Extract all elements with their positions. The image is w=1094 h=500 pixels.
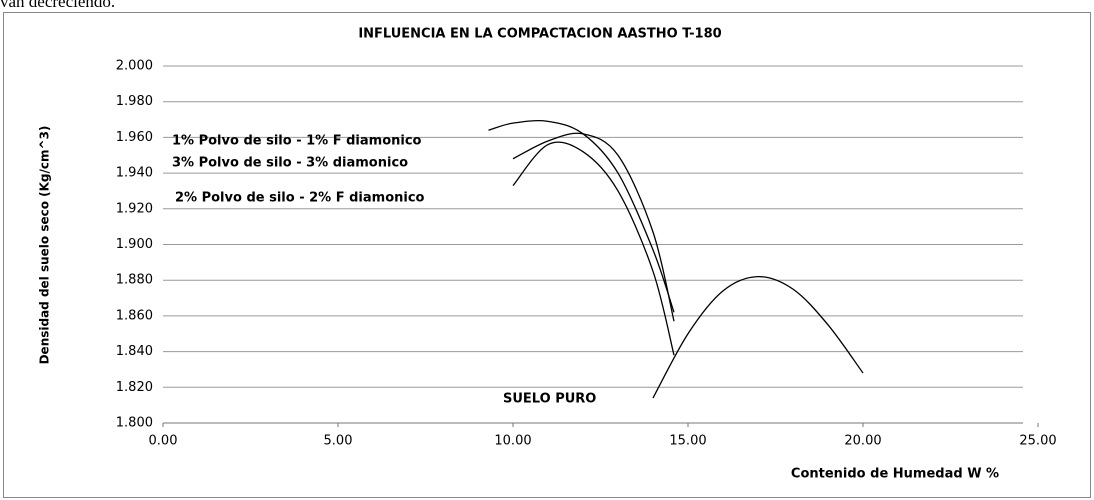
y-tick-label: 2.000 xyxy=(116,59,153,74)
series-label: 3% Polvo de silo - 3% diamonico xyxy=(172,156,408,171)
line xyxy=(652,275,864,399)
y-tick-label: 1.980 xyxy=(116,94,153,109)
y-tick-label: 1.860 xyxy=(116,308,153,323)
y-tick-label: 1.900 xyxy=(116,237,153,252)
y-tick-label: 1.820 xyxy=(116,380,153,395)
x-tick-label: 20.00 xyxy=(844,434,881,449)
series-label: 1% Polvo de silo - 1% F diamonico xyxy=(172,134,422,149)
x-tick-label: 15.00 xyxy=(669,434,706,449)
y-tick-label: 1.800 xyxy=(116,416,153,431)
chart-title: INFLUENCIA EN LA COMPACTACION AASTHO T-1… xyxy=(358,27,721,42)
x-axis-label: Contenido de Humedad W % xyxy=(791,467,999,482)
x-tick-label: 25.00 xyxy=(1019,434,1056,449)
line xyxy=(512,141,675,356)
y-axis-label: Densidad del suelo seco (Kg/cm^3) xyxy=(38,126,52,365)
chart-frame xyxy=(3,12,1091,498)
line xyxy=(512,132,675,322)
y-tick-label: 1.940 xyxy=(116,166,153,181)
series-label: SUELO PURO xyxy=(503,392,596,407)
x-tick-label: 0.00 xyxy=(149,434,178,449)
y-tick-label: 1.840 xyxy=(116,344,153,359)
line xyxy=(488,120,675,313)
x-tick-label: 5.00 xyxy=(324,434,353,449)
y-tick-label: 1.960 xyxy=(116,130,153,145)
text-above: van decreciendo. xyxy=(0,0,115,11)
y-tick-label: 1.920 xyxy=(116,201,153,216)
series-label: 2% Polvo de silo - 2% F diamonico xyxy=(175,191,425,206)
y-tick-label: 1.880 xyxy=(116,273,153,288)
x-tick-label: 10.00 xyxy=(494,434,531,449)
